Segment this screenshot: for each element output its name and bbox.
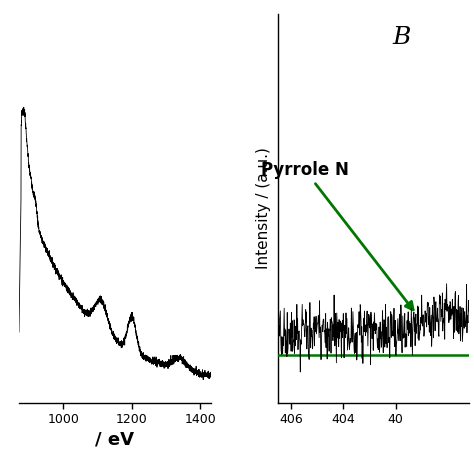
Text: Pyrrole N: Pyrrole N [261,161,413,310]
Text: E: E [473,442,474,460]
X-axis label: / eV: / eV [95,430,134,448]
Text: B: B [392,26,411,49]
Y-axis label: Intensity / (a.u.): Intensity / (a.u.) [255,147,271,270]
